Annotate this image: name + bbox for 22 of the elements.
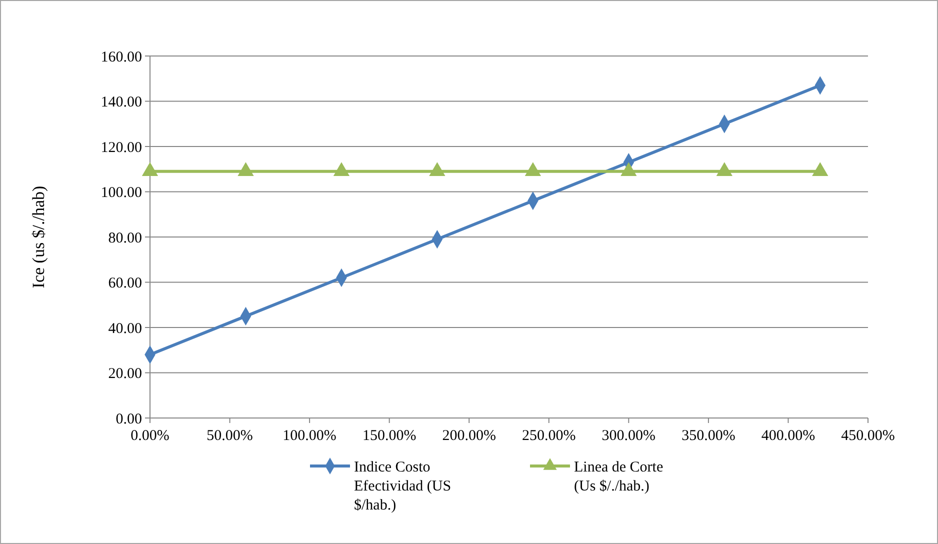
- x-tick-label: 300.00%: [602, 428, 656, 444]
- x-tick-label: 400.00%: [761, 428, 816, 444]
- y-tick-label: 0.00: [116, 411, 142, 428]
- x-tick-label: 150.00%: [362, 428, 416, 444]
- y-tick-label: 80.00: [108, 230, 142, 246]
- legend-label: Indice Costo Efectividad (US $/hab.): [354, 459, 452, 514]
- y-tick-label: 40.00: [108, 320, 142, 337]
- x-tick-label: 200.00%: [442, 428, 496, 444]
- y-tick-label: 60.00: [108, 276, 142, 292]
- x-tick-label: 0.00%: [130, 428, 170, 444]
- y-tick-label: 160.00: [100, 49, 142, 66]
- legend-label: Linea de Corte (Us $/./hab.): [574, 459, 664, 494]
- y-tick-label: 120.00: [100, 140, 142, 156]
- x-tick-label: 100.00%: [282, 428, 336, 444]
- y-tick-label: 140.00: [100, 94, 142, 110]
- y-tick-label: 100.00: [100, 185, 142, 201]
- y-axis-title: Ice (us $/./hab): [29, 186, 48, 288]
- x-tick-label: 350.00%: [682, 428, 736, 444]
- x-tick-label: 450.00%: [841, 428, 895, 444]
- y-tick-label: 20.00: [108, 366, 142, 382]
- x-tick-label: 250.00%: [522, 428, 576, 444]
- x-tick-label: 50.00%: [206, 428, 253, 444]
